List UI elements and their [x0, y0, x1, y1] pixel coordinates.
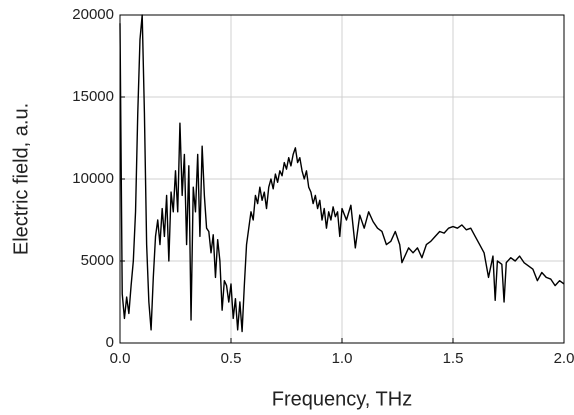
x-axis-title: Frequency, THz [272, 388, 412, 410]
y-tick-label: 15000 [72, 88, 114, 105]
y-tick-label: 0 [106, 334, 114, 351]
x-tick-label: 0.0 [110, 350, 131, 367]
y-tick-label: 10000 [72, 170, 114, 187]
x-tick-label: 1.0 [332, 350, 353, 367]
y-tick-label: 5000 [81, 252, 114, 269]
x-tick-label: 2.0 [554, 350, 574, 367]
y-tick-label: 20000 [72, 6, 114, 23]
x-tick-label: 0.5 [221, 350, 242, 367]
plot-frame [119, 14, 565, 344]
data-line [119, 14, 565, 333]
x-tick-label: 1.5 [443, 350, 464, 367]
y-axis-title: Electric field, a.u. [10, 103, 32, 255]
